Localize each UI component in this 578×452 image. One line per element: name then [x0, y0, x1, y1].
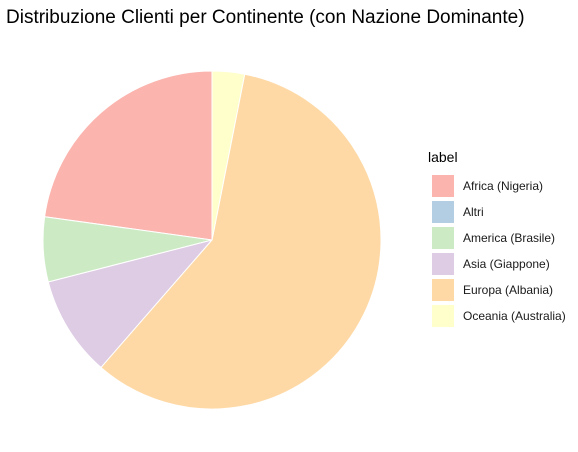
pie-slice-5: [211, 70, 246, 241]
legend-swatch-0: [432, 175, 454, 197]
legend-item-2: America (Brasile): [428, 225, 566, 251]
legend-item-5: Oceania (Australia): [428, 303, 566, 329]
legend-swatch-2: [432, 227, 454, 249]
pie-slice-4: [100, 73, 382, 410]
legend-label-1: Altri: [463, 205, 484, 219]
legend: label Africa (Nigeria) Altri America (Bras…: [428, 148, 566, 329]
legend-label-4: Europa (Albania): [463, 283, 554, 297]
legend-label-5: Oceania (Australia): [463, 309, 566, 323]
legend-item-1: Altri: [428, 199, 566, 225]
legend-item-4: Europa (Albania): [428, 277, 566, 303]
legend-label-3: Asia (Giappone): [463, 257, 550, 271]
legend-swatch-1: [432, 201, 454, 223]
legend-label-2: America (Brasile): [463, 231, 556, 245]
legend-swatch-5: [432, 305, 454, 327]
chart-title: Distribuzione Clienti per Continente (co…: [6, 7, 525, 28]
pie-slice-3: [47, 239, 214, 369]
legend-title: label: [428, 149, 458, 165]
legend-label-0: Africa (Nigeria): [463, 179, 544, 193]
legend-swatch-3: [432, 253, 454, 275]
legend-item-0: Africa (Nigeria): [428, 173, 566, 199]
legend-swatch-4: [432, 279, 454, 301]
pie-slice-0: [44, 70, 213, 241]
legend-item-3: Asia (Giappone): [428, 251, 566, 277]
